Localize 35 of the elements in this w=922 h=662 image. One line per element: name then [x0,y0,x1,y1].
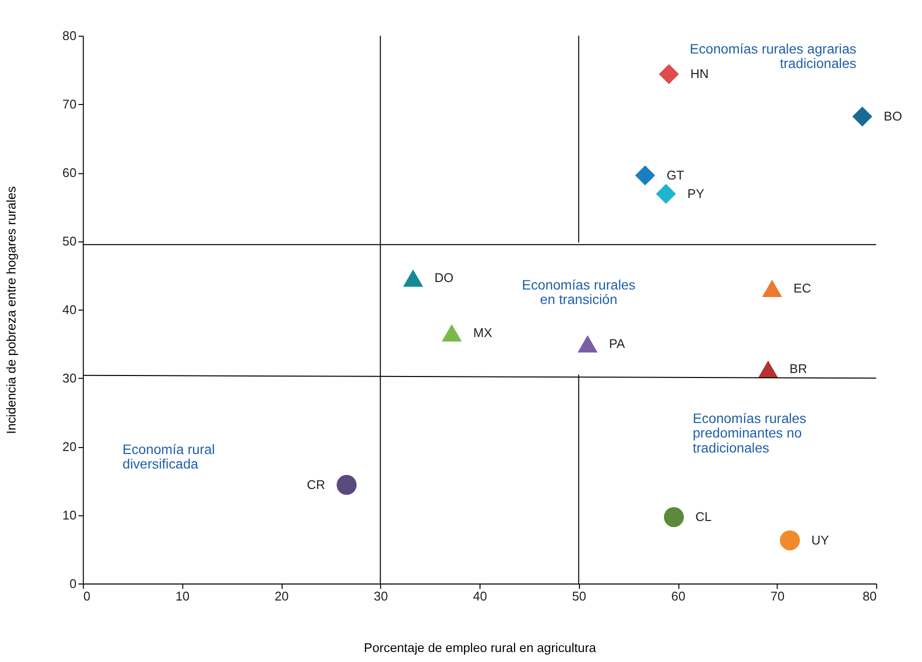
annotation: HN [690,67,709,82]
y-tick-label: 30 [62,371,77,386]
annotation: BR [790,362,808,376]
y-tick-label: 0 [69,576,77,591]
x-tick-label: 60 [671,590,686,604]
annotation: Economías rurales en transición [522,278,636,308]
annotation: CL [695,510,712,524]
x-tick-label: 40 [472,590,488,604]
y-tick-label: 20 [62,440,77,454]
x-tick-label: 30 [374,590,388,604]
x-tick-label: 0 [83,590,90,604]
annotation: EC [794,281,812,296]
annotation: DO [434,271,454,286]
annotation: PA [609,336,626,351]
y-tick-label: 80 [62,29,77,44]
x-tick-label: 80 [862,590,877,604]
annotation: Economías rurales predominantes no tradicionales [692,411,807,456]
y-tick-label: 70 [62,98,77,112]
annotation: GT [666,168,684,182]
y-axis-title: Incidencia de pobreza entre hogares rurales [4,186,19,434]
x-axis-title: Porcentaje de empleo rural en agricultura [364,641,598,656]
annotation: Economía rural diversificada [122,442,215,472]
annotation: PY [687,186,705,201]
x-tick-label: 50 [572,590,586,604]
x-tick-label: 10 [175,590,190,604]
annotation: UY [811,533,830,548]
y-tick-label: 50 [62,234,77,249]
annotation: MX [473,326,493,340]
x-tick-label: 20 [274,590,289,604]
y-tick-label: 40 [62,303,77,318]
y-tick-label: 10 [62,508,77,522]
x-tick-label: 70 [770,590,785,604]
annotation: CR [306,478,326,492]
y-tick-label: 60 [62,166,77,180]
annotation: BO [884,109,902,124]
